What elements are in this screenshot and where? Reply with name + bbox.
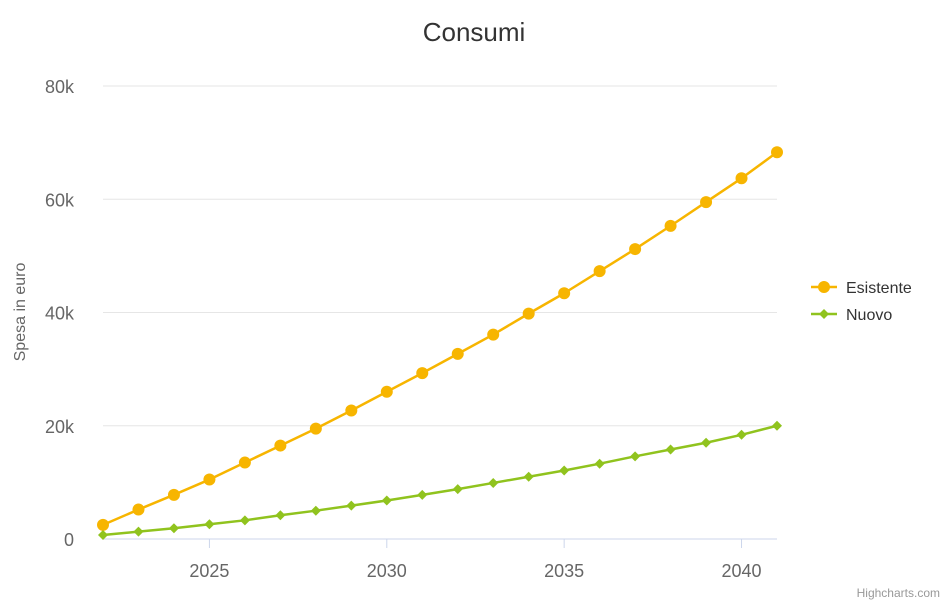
data-point[interactable] [594, 458, 605, 469]
data-point[interactable] [452, 484, 463, 495]
legend-label: Nuovo [846, 307, 892, 324]
data-point[interactable] [735, 172, 748, 185]
data-point[interactable] [203, 473, 216, 486]
data-point[interactable] [664, 219, 677, 232]
y-tick-label: 0 [64, 530, 74, 550]
x-tick-label: 2035 [544, 561, 584, 581]
data-point[interactable] [204, 519, 215, 530]
series-line[interactable] [101, 424, 779, 537]
x-tick-label: 2025 [189, 561, 229, 581]
data-point[interactable] [522, 307, 535, 320]
data-point[interactable] [167, 488, 180, 501]
series-nuovo [98, 420, 782, 541]
x-tick-label: 2040 [722, 561, 762, 581]
y-tick-label: 80k [45, 77, 75, 97]
data-point[interactable] [629, 243, 642, 256]
data-point[interactable] [523, 471, 534, 482]
data-point[interactable] [559, 465, 570, 476]
data-point[interactable] [133, 526, 144, 537]
data-point[interactable] [97, 518, 109, 531]
data-point[interactable] [345, 404, 358, 417]
grid-lines [103, 85, 777, 540]
data-point[interactable] [98, 530, 108, 541]
x-axis-ticks: 2025 2030 2035 2040 [189, 539, 762, 581]
data-point[interactable] [487, 328, 500, 341]
legend-item-esistente[interactable]: Esistente [811, 280, 912, 297]
data-point[interactable] [239, 515, 250, 526]
series-line[interactable] [101, 151, 779, 527]
y-tick-label: 60k [45, 190, 75, 210]
chart-title: Consumi [423, 17, 526, 47]
data-point[interactable] [736, 429, 747, 440]
data-point[interactable] [700, 196, 713, 209]
data-point[interactable] [238, 456, 251, 469]
data-point[interactable] [380, 385, 393, 398]
data-point[interactable] [558, 287, 571, 300]
y-tick-label: 20k [45, 417, 75, 437]
y-axis-label: Spesa in euro [12, 263, 29, 362]
data-point[interactable] [310, 505, 321, 516]
data-point[interactable] [274, 439, 287, 452]
y-tick-label: 40k [45, 304, 75, 324]
legend-label: Esistente [846, 280, 912, 297]
data-point[interactable] [701, 437, 712, 448]
data-point[interactable] [593, 265, 606, 278]
data-point[interactable] [417, 489, 428, 500]
data-point[interactable] [168, 523, 179, 534]
y-axis-ticks: 0 20k 40k 60k 80k [45, 77, 75, 550]
data-point[interactable] [346, 500, 357, 511]
data-point[interactable] [416, 367, 429, 380]
data-point[interactable] [451, 347, 464, 360]
data-point[interactable] [132, 503, 145, 516]
data-point[interactable] [488, 477, 499, 488]
series-layer [97, 146, 783, 541]
data-point[interactable] [771, 146, 783, 159]
series-esistente [97, 146, 783, 531]
data-point[interactable] [665, 444, 676, 455]
legend-marker[interactable] [819, 309, 829, 319]
legend: Esistente Nuovo [811, 280, 912, 324]
legend-item-nuovo[interactable]: Nuovo [811, 307, 892, 324]
x-tick-label: 2030 [367, 561, 407, 581]
data-point[interactable] [381, 495, 392, 506]
data-point[interactable] [630, 451, 641, 462]
data-point[interactable] [772, 420, 782, 431]
data-point[interactable] [275, 510, 286, 521]
legend-marker[interactable] [818, 281, 830, 293]
credits-link[interactable]: Highcharts.com [857, 586, 940, 600]
data-point[interactable] [309, 422, 322, 435]
